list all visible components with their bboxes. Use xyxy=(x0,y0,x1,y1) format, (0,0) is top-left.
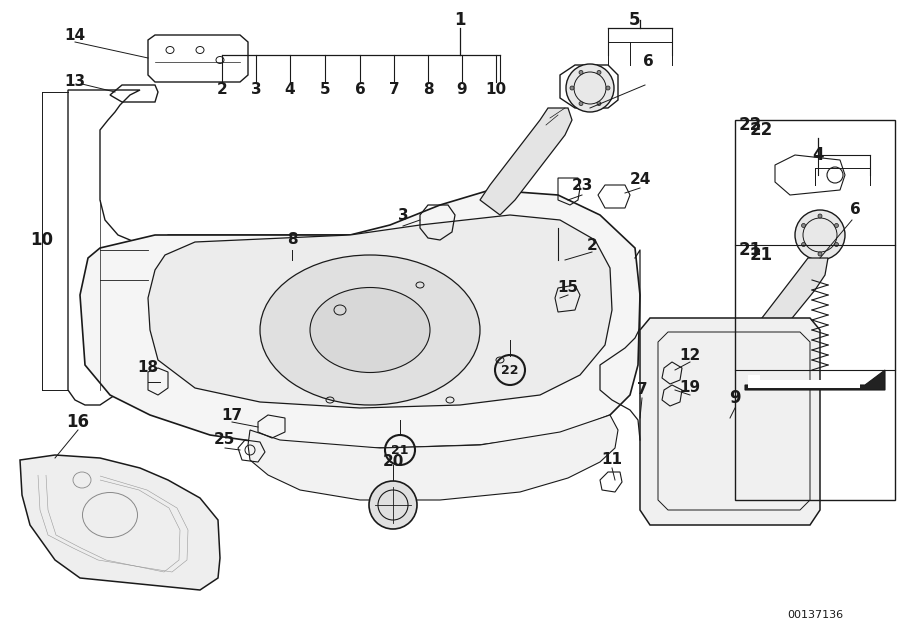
Text: 3: 3 xyxy=(251,83,261,97)
Text: 10: 10 xyxy=(485,83,507,97)
Text: 6: 6 xyxy=(355,83,365,97)
Text: 21: 21 xyxy=(750,246,773,264)
Ellipse shape xyxy=(818,252,822,256)
Polygon shape xyxy=(80,190,640,448)
Polygon shape xyxy=(745,370,885,390)
Ellipse shape xyxy=(834,223,839,228)
Ellipse shape xyxy=(310,287,430,373)
Text: 7: 7 xyxy=(636,382,647,398)
Text: 14: 14 xyxy=(65,27,86,43)
Polygon shape xyxy=(248,415,618,500)
Text: 22: 22 xyxy=(750,121,773,139)
Text: 22: 22 xyxy=(738,116,761,134)
Text: 6: 6 xyxy=(850,202,860,218)
Polygon shape xyxy=(20,455,220,590)
Text: 19: 19 xyxy=(680,380,700,396)
Text: 21: 21 xyxy=(392,443,409,457)
Polygon shape xyxy=(480,108,572,215)
Text: 7: 7 xyxy=(389,83,400,97)
Ellipse shape xyxy=(579,71,583,74)
Text: 16: 16 xyxy=(67,413,89,431)
Ellipse shape xyxy=(579,102,583,106)
Polygon shape xyxy=(148,215,612,408)
Text: 1: 1 xyxy=(454,11,466,29)
Text: 5: 5 xyxy=(628,11,640,29)
Text: 4: 4 xyxy=(284,83,295,97)
Text: 8: 8 xyxy=(287,233,297,247)
Polygon shape xyxy=(735,258,828,370)
Text: 3: 3 xyxy=(398,207,409,223)
Ellipse shape xyxy=(606,86,610,90)
Ellipse shape xyxy=(802,223,806,228)
Text: 9: 9 xyxy=(456,83,467,97)
Text: 23: 23 xyxy=(572,177,593,193)
Text: 21: 21 xyxy=(738,241,761,259)
Text: 2: 2 xyxy=(587,237,598,252)
Text: 2: 2 xyxy=(217,83,228,97)
Text: 8: 8 xyxy=(423,83,433,97)
Ellipse shape xyxy=(818,214,822,218)
Text: 25: 25 xyxy=(213,432,235,448)
Ellipse shape xyxy=(795,210,845,260)
Ellipse shape xyxy=(802,242,806,247)
Ellipse shape xyxy=(570,86,574,90)
Text: 12: 12 xyxy=(680,347,700,363)
Polygon shape xyxy=(640,318,820,525)
Ellipse shape xyxy=(597,71,601,74)
Ellipse shape xyxy=(597,102,601,106)
Text: 13: 13 xyxy=(65,74,86,90)
Text: 10: 10 xyxy=(31,231,53,249)
Ellipse shape xyxy=(834,242,839,247)
Polygon shape xyxy=(748,375,860,388)
Text: 15: 15 xyxy=(557,280,579,296)
Text: 00137136: 00137136 xyxy=(787,610,843,620)
Text: 24: 24 xyxy=(629,172,651,188)
Ellipse shape xyxy=(260,255,480,405)
Text: 20: 20 xyxy=(382,455,404,469)
Text: 9: 9 xyxy=(729,389,741,407)
Text: 4: 4 xyxy=(812,146,824,164)
Ellipse shape xyxy=(566,64,614,112)
Text: 5: 5 xyxy=(320,83,330,97)
Text: 18: 18 xyxy=(138,361,158,375)
Text: 6: 6 xyxy=(643,55,653,69)
Text: 11: 11 xyxy=(601,452,623,467)
Text: 17: 17 xyxy=(221,408,243,422)
Ellipse shape xyxy=(369,481,417,529)
Text: 22: 22 xyxy=(501,364,518,377)
